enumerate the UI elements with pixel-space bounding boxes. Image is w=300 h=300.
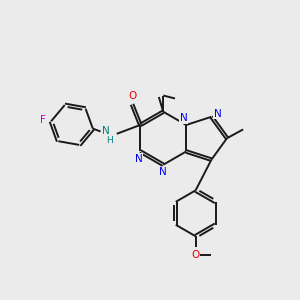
Text: O: O <box>128 91 136 101</box>
Text: F: F <box>40 115 46 125</box>
Text: O: O <box>191 250 199 260</box>
Text: H: H <box>106 136 113 145</box>
Text: N: N <box>135 154 143 164</box>
Text: N: N <box>180 113 188 124</box>
Text: N: N <box>159 167 167 177</box>
Text: N: N <box>214 109 222 119</box>
Text: N: N <box>102 126 110 136</box>
